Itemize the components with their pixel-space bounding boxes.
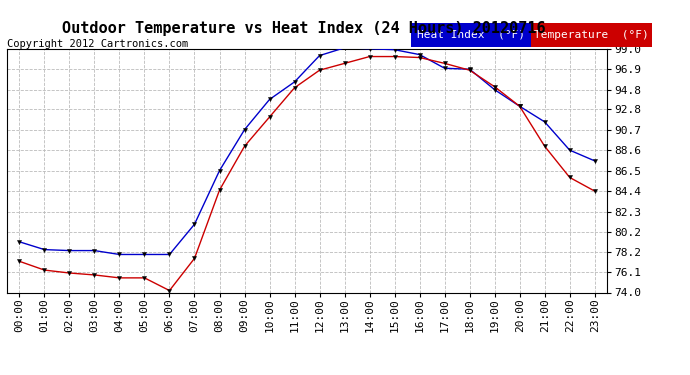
FancyBboxPatch shape xyxy=(531,22,652,47)
Text: Copyright 2012 Cartronics.com: Copyright 2012 Cartronics.com xyxy=(7,39,188,50)
Text: Temperature  (°F): Temperature (°F) xyxy=(534,30,649,39)
Text: Heat Index  (°F): Heat Index (°F) xyxy=(417,30,524,39)
Text: Outdoor Temperature vs Heat Index (24 Hours) 20120716: Outdoor Temperature vs Heat Index (24 Ho… xyxy=(62,21,545,36)
FancyBboxPatch shape xyxy=(411,22,531,47)
